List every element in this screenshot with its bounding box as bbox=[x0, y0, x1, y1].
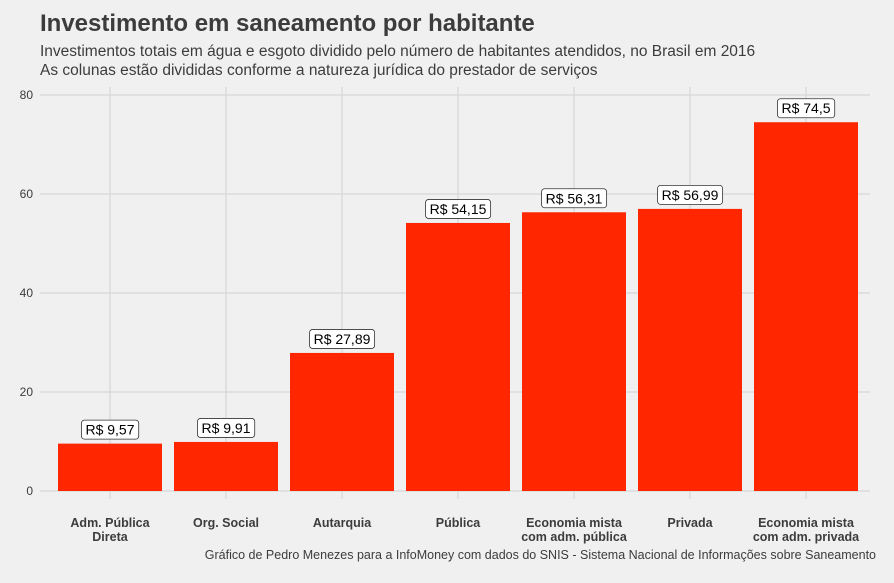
bar bbox=[522, 212, 626, 491]
data-label-box bbox=[81, 419, 140, 440]
chart-subtitle-line-2: As colunas estão divididas conforme a na… bbox=[40, 62, 598, 79]
data-label: R$ 27,89 bbox=[309, 329, 376, 349]
data-labels: R$ 9,57 R$ 9,91 R$ 27,89 R$ 54,15 R$ 56,31 R$… bbox=[81, 98, 836, 440]
data-label: R$ 56,99 bbox=[657, 184, 724, 205]
data-label: R$ 74,5 bbox=[777, 98, 836, 119]
bar bbox=[754, 122, 858, 491]
data-label-box bbox=[657, 184, 724, 205]
x-tick-label: Economia mista bbox=[758, 516, 855, 530]
data-label-box bbox=[425, 199, 492, 219]
y-axis-ticks: 0 20 40 60 80 bbox=[20, 88, 34, 498]
data-label-box bbox=[777, 98, 836, 119]
data-label-text: R$ 56,99 bbox=[662, 187, 719, 203]
data-label: R$ 9,57 bbox=[81, 419, 140, 440]
x-tick-label: Adm. Pública bbox=[70, 516, 150, 530]
chart-caption: Gráfico de Pedro Menezes para a InfoMone… bbox=[204, 548, 876, 562]
bar bbox=[174, 441, 278, 491]
data-label-text: R$ 9,91 bbox=[201, 420, 250, 436]
data-label: R$ 56,31 bbox=[541, 188, 608, 209]
x-tick-label: Economia mista bbox=[526, 516, 623, 530]
y-tick-label: 40 bbox=[20, 286, 34, 300]
chart-subtitle-line-1: Investimentos totais em água e esgoto di… bbox=[40, 43, 756, 60]
data-label-text: R$ 27,89 bbox=[314, 331, 371, 347]
bar bbox=[638, 208, 742, 491]
y-tick-label: 20 bbox=[20, 385, 34, 399]
bar bbox=[58, 443, 162, 491]
bar bbox=[406, 222, 510, 491]
data-label-text: R$ 9,57 bbox=[85, 422, 134, 438]
x-tick-label: Privada bbox=[667, 516, 713, 530]
data-label: R$ 9,91 bbox=[197, 418, 256, 438]
x-tick-label: Autarquia bbox=[313, 516, 372, 530]
data-label-text: R$ 54,15 bbox=[430, 201, 487, 217]
x-tick-label: Org. Social bbox=[193, 516, 259, 530]
x-tick-label: com adm. privada bbox=[753, 530, 860, 544]
bars bbox=[58, 122, 858, 491]
data-label-text: R$ 56,31 bbox=[546, 190, 603, 206]
data-label-box bbox=[309, 329, 376, 349]
chart-title: Investimento em saneamento por habitante bbox=[40, 10, 535, 37]
y-tick-label: 0 bbox=[26, 484, 33, 498]
data-label-box bbox=[541, 188, 608, 209]
y-tick-label: 60 bbox=[20, 187, 34, 201]
data-label-text: R$ 74,5 bbox=[781, 100, 830, 116]
bar bbox=[290, 352, 394, 491]
x-tick-label: Pública bbox=[436, 516, 482, 530]
x-tick-label: Direta bbox=[92, 530, 128, 544]
data-label-box bbox=[197, 418, 256, 438]
x-tick-label: com adm. pública bbox=[521, 530, 628, 544]
data-label: R$ 54,15 bbox=[425, 199, 492, 219]
y-tick-label: 80 bbox=[20, 88, 34, 102]
